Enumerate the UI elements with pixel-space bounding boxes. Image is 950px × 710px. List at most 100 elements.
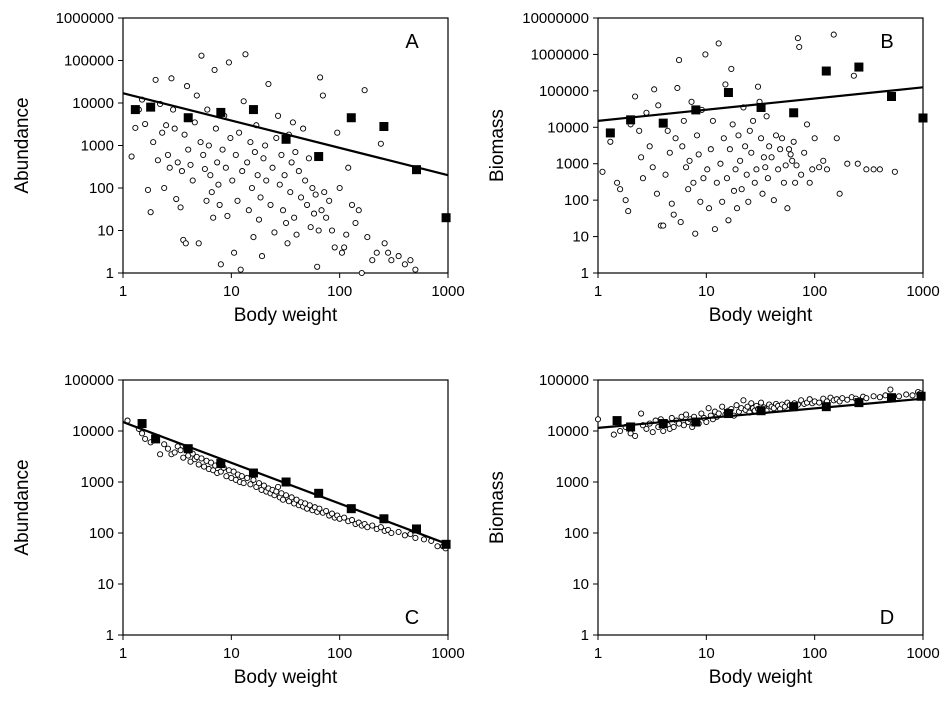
- panel-b-open-point: [789, 157, 796, 164]
- panel-c-open-point: [139, 430, 146, 437]
- panel-a-open-point: [232, 151, 239, 158]
- panel-d-x-axis-label: Body weight: [709, 667, 813, 688]
- panel-a-open-point: [321, 189, 328, 196]
- panel-a-open-point: [174, 159, 181, 166]
- panel-b-open-point: [863, 166, 870, 173]
- panel-b-open-point: [816, 164, 823, 171]
- panel-b-open-point: [672, 135, 679, 142]
- panel-a-open-point: [364, 234, 371, 241]
- panel-b-open-point: [820, 157, 827, 164]
- panel-c-open-point: [316, 505, 323, 512]
- panel-b-square-point: [605, 128, 615, 138]
- panel-a-open-point: [395, 253, 402, 260]
- panel-c-open-point: [323, 507, 330, 515]
- panel-d-open-point: [660, 427, 667, 435]
- panel-c-y-axis-label: Abundance: [12, 459, 33, 555]
- panel-a-open-point: [178, 168, 185, 175]
- panel-d-open-point: [649, 429, 656, 436]
- panel-b-open-point: [679, 143, 686, 150]
- panel-d-open-point: [698, 410, 705, 417]
- panel-a-square-point: [248, 105, 258, 115]
- panel-a-open-point: [300, 125, 307, 132]
- panel-d-open-point: [839, 395, 846, 402]
- panel-b-open-point: [639, 175, 647, 182]
- panel-b-square-point: [789, 108, 799, 118]
- panel-c-letter: C: [405, 607, 419, 629]
- panel-a-open-point: [132, 124, 139, 131]
- panel-a-square-point: [130, 105, 140, 115]
- panel-a-open-point: [144, 186, 152, 193]
- panel-c-open-point: [364, 524, 371, 531]
- panel-b-open-point: [690, 179, 697, 186]
- panel-a-open-point: [304, 201, 311, 208]
- panel-b-open-point: [751, 179, 758, 186]
- panel-b-open-point: [725, 217, 732, 224]
- panel-a-open-point: [309, 184, 316, 192]
- panel-a-y-tick-label: 1000: [81, 138, 114, 155]
- panel-d-x-tick-label: 100: [802, 645, 827, 662]
- panel-a-open-point: [212, 125, 219, 132]
- panel-a-square-point: [146, 102, 156, 112]
- panel-b-open-point: [700, 175, 707, 182]
- panel-b-open-point: [779, 135, 786, 142]
- panel-a-open-point: [348, 201, 356, 208]
- panel-a-open-point: [361, 87, 368, 94]
- panel-c-square-point: [441, 539, 451, 549]
- panel-b-open-point: [722, 81, 729, 88]
- panel-d-square-point: [626, 422, 636, 432]
- panel-a-open-point: [217, 261, 224, 268]
- panel-b-square-point: [854, 62, 864, 72]
- panel-c-open-point: [420, 536, 428, 543]
- panel-c-square-point: [216, 459, 226, 469]
- panel-d-square-point: [691, 417, 701, 427]
- panel-b-open-point: [750, 117, 757, 124]
- panel-b-open-point: [728, 65, 735, 72]
- panel-c-x-tick-label: 1000: [431, 645, 464, 662]
- panel-c-y-tick-label: 100: [89, 525, 114, 542]
- panel-a-open-point: [215, 181, 222, 188]
- panel-b-square-point: [691, 105, 701, 115]
- panel-c-open-point: [395, 528, 402, 535]
- panel-a-open-point: [197, 139, 204, 146]
- panel-b-y-tick-label: 1000: [556, 156, 589, 173]
- panel-c-open-point: [341, 514, 348, 521]
- panel-d-y-tick-label: 10: [572, 576, 589, 593]
- panel-d-square-point: [854, 398, 864, 408]
- panel-b-open-point: [680, 117, 687, 124]
- panel-b-open-point: [823, 166, 831, 173]
- panel-b-open-point: [830, 31, 837, 38]
- panel-a-open-point: [236, 129, 243, 136]
- panel-c-open-point: [377, 524, 384, 531]
- panel-a-open-point: [315, 227, 322, 234]
- panel-b-open-point: [768, 154, 775, 161]
- panel-a-open-point: [326, 197, 333, 204]
- panel-a-y-tick-label: 1000000: [56, 10, 114, 27]
- panel-c-square-point: [346, 504, 356, 514]
- panel-a-open-point: [229, 177, 236, 184]
- panel-b-open-point: [655, 102, 662, 109]
- panel-a-open-point: [289, 119, 296, 126]
- panel-b-open-point: [764, 175, 771, 182]
- panel-d-open-point: [719, 403, 726, 410]
- panel-b-open-point: [713, 179, 720, 186]
- panel-a-open-point: [166, 164, 173, 171]
- panel-a-y-axis-label: Abundance: [12, 97, 33, 193]
- panel-a-open-point: [341, 244, 348, 251]
- panel-a-open-point: [336, 184, 343, 192]
- panel-c-open-point: [244, 474, 251, 482]
- panel-a-open-point: [287, 189, 294, 196]
- panel-a-open-point: [257, 194, 264, 201]
- panel-a-open-point: [198, 52, 205, 59]
- panel-a-open-point: [328, 227, 336, 234]
- panel-d-open-point: [816, 399, 823, 406]
- panel-a-square-point: [281, 134, 291, 144]
- panel-a-y-tick-label: 100: [89, 180, 114, 197]
- panel-a-open-point: [239, 168, 246, 175]
- panel-a-open-point: [227, 134, 234, 142]
- panel-b-x-tick-label: 1: [594, 283, 602, 300]
- panel-b-open-point: [775, 166, 782, 173]
- panel-a-square-point: [441, 213, 451, 223]
- panel-a-open-point: [154, 157, 161, 164]
- panel-a-open-point: [373, 249, 380, 256]
- panel-b-open-point: [844, 160, 851, 167]
